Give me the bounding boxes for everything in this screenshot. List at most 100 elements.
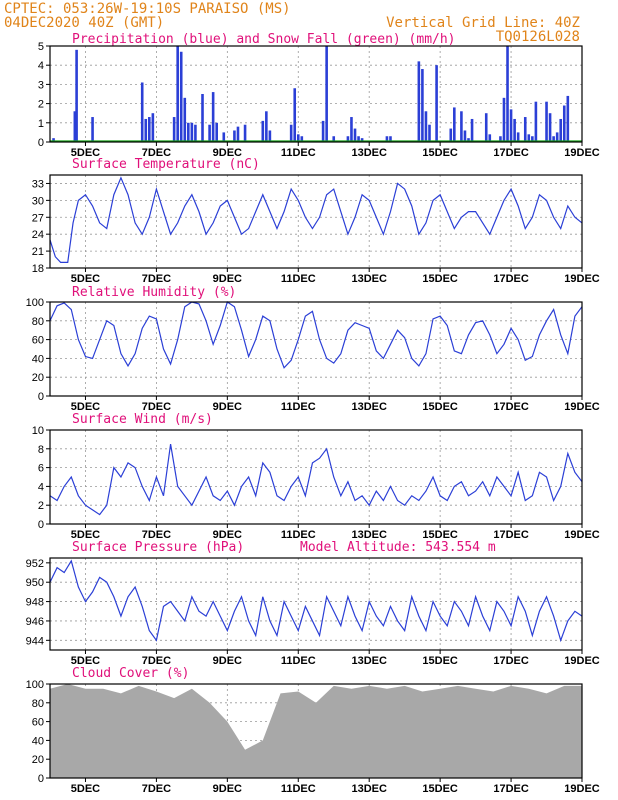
wind-frame [49,429,583,525]
precip-bar [148,117,151,142]
precip-bar [194,124,197,142]
precip-ytick-label: 5 [38,41,44,53]
humidity-xtick-label: 19DEC [564,401,600,413]
cloud-xtick-label: 5DEC [71,783,100,795]
pressure-ytick-label: 948 [26,597,44,609]
wind-ytick-label: 10 [32,425,44,437]
precip-bar [545,101,548,142]
precip-bar [73,111,77,142]
wind-xtick-label: 15DEC [422,529,458,541]
cloud-frame [49,683,583,779]
wind-title: Surface Wind (m/s) [72,412,213,427]
temp-xtick-label: 13DEC [351,273,387,285]
temp-line [49,176,583,263]
precip-bar [360,138,364,142]
humidity-ytick-label: 20 [32,372,44,384]
temp-ytick-label: 27 [32,212,44,224]
temp-ytick-label: 33 [32,178,44,190]
pressure-ytick-label: 944 [26,635,44,647]
location-header: CPTEC: 053:26W-19:10S PARAISO (MS) [4,1,291,17]
temp-xtick-label: 7DEC [142,273,171,285]
precip-bar [296,134,300,142]
precip-bar [460,111,463,142]
precipitation-panel: Precipitation (blue) and Snow Fall (gree… [38,32,600,159]
precip-bar [566,95,570,142]
wind-xtick-label: 11DEC [281,529,316,541]
cloud-cover-area [50,684,582,778]
pressure-xtick-label: 9DEC [213,655,242,667]
precip-bar [385,136,389,142]
precip-bar [417,61,421,142]
date-header: 04DEC2020 40Z (GMT) [4,15,164,31]
humidity-line [49,301,583,369]
cloud-ytick-label: 60 [32,717,44,729]
humidity-ytick-label: 40 [32,353,44,365]
wind-ytick-label: 8 [38,444,44,456]
temp-frame [49,174,583,269]
humidity-xtick-label: 13DEC [351,401,387,413]
precip-bar [534,101,538,142]
pressure-xtick-label: 13DEC [351,655,387,667]
precip-bar [527,134,531,142]
precip-bar [484,113,488,142]
precip-xtick-label: 15DEC [422,147,458,159]
temp-xtick-label: 5DEC [71,273,100,285]
precip-bar [499,136,502,142]
precip-bar [346,136,350,142]
wind-ytick-label: 2 [38,500,44,512]
precip-bar [75,49,78,143]
precip-bar [350,117,353,142]
precip-xtick-label: 7DEC [142,147,171,159]
precip-bar [389,136,392,142]
precip-ytick-label: 3 [38,79,44,91]
precip-bar [187,122,190,142]
wind-xtick-label: 19DEC [564,529,600,541]
precip-bar [470,118,474,142]
cloud-xtick-label: 11DEC [281,783,316,795]
cloud-title: Cloud Cover (%) [72,666,189,681]
precip-ytick-label: 4 [38,60,44,72]
precip-bar [52,138,55,142]
precip-xtick-label: 17DEC [493,147,529,159]
pressure-xtick-label: 17DEC [493,655,529,667]
wind-xtick-label: 5DEC [71,529,100,541]
precip-bar [467,138,470,142]
precip-bar [233,130,236,142]
grid-line-note: Vertical Grid Line: 40Z [386,15,580,31]
cloud-ytick-label: 40 [32,735,44,747]
precip-bar [516,132,520,142]
pressure-xtick-label: 11DEC [281,655,316,667]
wind-xtick-label: 7DEC [142,529,171,541]
precip-xtick-label: 9DEC [213,147,242,159]
precip-bar [325,46,328,142]
cloud-ytick-label: 100 [26,679,44,691]
precip-bar [140,82,144,142]
precip-bar [91,117,94,142]
precip-bar [421,69,424,142]
temp-ytick-label: 21 [32,246,44,258]
cloud-xtick-label: 17DEC [493,783,529,795]
wind-line [49,444,583,516]
precip-bar [293,88,297,142]
precip-bar [300,136,304,142]
precip-title: Precipitation (blue) and Snow Fall (gree… [72,32,456,47]
temp-ytick-label: 18 [32,263,44,275]
wind-panel: Surface Wind (m/s) 0 2 4 6 8 10 5DEC 7DEC 9DEC 11D… [32,412,600,541]
humidity-ytick-label: 60 [32,335,44,347]
humidity-title: Relative Humidity (%) [72,285,236,300]
precip-bar [555,132,559,142]
precip-bar [506,46,509,142]
humidity-ytick-label: 0 [38,391,44,403]
precip-bar [144,118,148,142]
cloud-cover-panel: Cloud Cover (%) 0 20 40 60 80 100 5DEC 7DEC 9DEC 1… [26,666,600,795]
wind-ytick-label: 0 [38,519,44,531]
precip-bar [357,136,360,142]
wind-ytick-label: 6 [38,463,44,475]
wind-ytick-label: 4 [38,481,44,493]
precip-ytick-label: 2 [38,99,44,111]
humidity-xtick-label: 11DEC [281,401,316,413]
precip-frame [49,45,583,143]
humidity-xtick-label: 5DEC [71,401,100,413]
precip-bar [332,136,336,142]
precip-bar [509,109,513,142]
